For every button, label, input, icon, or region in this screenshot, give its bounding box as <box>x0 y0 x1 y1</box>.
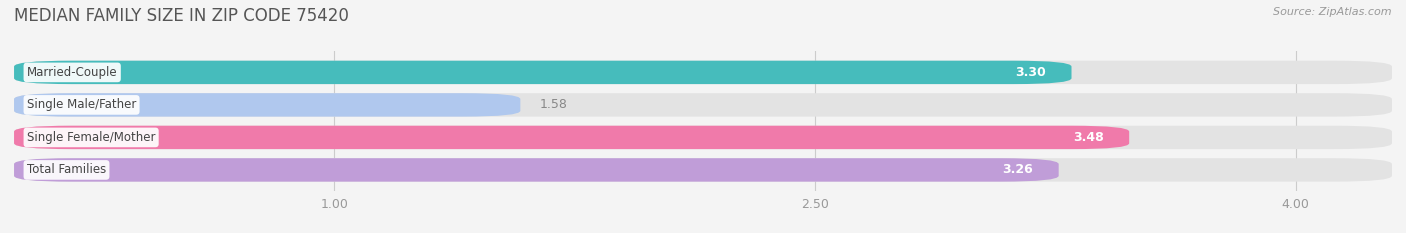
FancyBboxPatch shape <box>14 158 1059 182</box>
FancyBboxPatch shape <box>14 126 1392 149</box>
FancyBboxPatch shape <box>14 126 1129 149</box>
Text: Single Male/Father: Single Male/Father <box>27 98 136 111</box>
FancyBboxPatch shape <box>14 61 1071 84</box>
Text: Source: ZipAtlas.com: Source: ZipAtlas.com <box>1274 7 1392 17</box>
Text: 3.48: 3.48 <box>1073 131 1104 144</box>
FancyBboxPatch shape <box>14 61 1392 84</box>
FancyBboxPatch shape <box>14 93 1392 116</box>
Text: 1.58: 1.58 <box>540 98 568 111</box>
Text: 3.26: 3.26 <box>1002 163 1033 176</box>
FancyBboxPatch shape <box>14 93 520 116</box>
Text: Single Female/Mother: Single Female/Mother <box>27 131 156 144</box>
Text: Married-Couple: Married-Couple <box>27 66 118 79</box>
Text: 3.30: 3.30 <box>1015 66 1046 79</box>
Text: Total Families: Total Families <box>27 163 105 176</box>
FancyBboxPatch shape <box>14 158 1392 182</box>
Text: MEDIAN FAMILY SIZE IN ZIP CODE 75420: MEDIAN FAMILY SIZE IN ZIP CODE 75420 <box>14 7 349 25</box>
